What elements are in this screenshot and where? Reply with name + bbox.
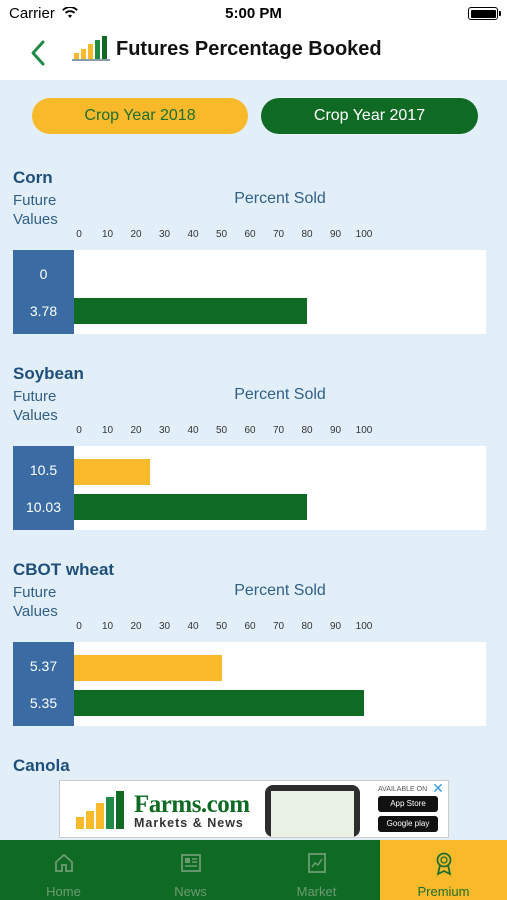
tick-label: 70 [272, 621, 285, 632]
tick-label: 10 [101, 621, 114, 632]
future-values-label: Future [13, 584, 57, 601]
farms-logo-icon [74, 789, 130, 836]
wifi-icon [62, 6, 78, 24]
ad-tagline: Markets & News [134, 816, 244, 830]
chevron-left-icon [31, 40, 45, 66]
crop-name: Soybean [13, 364, 84, 383]
carrier-label: Carrier [9, 5, 55, 22]
tick-label: 80 [301, 229, 313, 240]
tick-label: 40 [187, 229, 199, 240]
crop-year-2017-button[interactable]: Crop Year 2017 [261, 98, 478, 134]
bar-previous-year [74, 494, 307, 520]
tab-bar: Home News Market Premium [0, 840, 507, 900]
percent-sold-label: Percent Sold [234, 190, 326, 207]
status-bar: Carrier 5:00 PM [0, 0, 507, 28]
tick-label: 100 [355, 229, 373, 240]
bar-chart-icon [72, 34, 110, 67]
tab-news[interactable]: News [127, 840, 254, 900]
future-values-label: Future [13, 388, 57, 405]
future-value-2: 3.78 [29, 303, 58, 319]
bar-previous-year [74, 298, 307, 324]
ad-available-label: AVAILABLE ON [378, 786, 428, 793]
ad-banner[interactable]: Farms.com Markets & News AVAILABLE ON Ap… [59, 780, 449, 838]
tick-label: 90 [329, 229, 342, 240]
tab-market-label: Market [296, 884, 337, 899]
tick-label: 80 [301, 425, 313, 436]
percent-sold-label: Percent Sold [234, 386, 326, 403]
tick-label: 60 [244, 425, 256, 436]
nav-bar: Futures Percentage Booked [0, 28, 507, 80]
tick-label: 0 [76, 229, 82, 240]
tick-label: 0 [76, 621, 82, 632]
future-value-1: 0 [39, 266, 48, 282]
tick-label: 50 [215, 621, 228, 632]
close-icon[interactable]: ✕ [432, 780, 444, 796]
future-values-label-2: Values [13, 211, 58, 228]
tick-label: 50 [215, 425, 228, 436]
tick-label: 60 [244, 621, 256, 632]
future-value-1: 5.37 [29, 658, 58, 674]
market-chart-icon [307, 853, 326, 873]
bar-previous-year [74, 690, 364, 716]
tick-label: 40 [187, 621, 199, 632]
phone-image [265, 785, 360, 837]
tick-label: 30 [158, 621, 171, 632]
tick-label: 30 [158, 425, 171, 436]
tab-home-label: Home [46, 884, 81, 899]
tab-premium[interactable]: Premium [380, 840, 507, 900]
tick-label: 20 [130, 621, 142, 632]
tick-label: 40 [187, 425, 199, 436]
bar-current-year [74, 655, 222, 681]
future-values-label-2: Values [13, 603, 58, 620]
tick-label: 70 [272, 229, 285, 240]
crop-name: CBOT wheat [13, 560, 115, 579]
tick-label: 70 [272, 425, 285, 436]
future-values-label-2: Values [13, 407, 58, 424]
tick-label: 90 [329, 621, 342, 632]
value-box [13, 250, 74, 334]
home-icon [54, 853, 73, 872]
tick-label: 90 [329, 425, 342, 436]
tick-label: 10 [101, 229, 114, 240]
tick-label: 20 [130, 425, 142, 436]
ad-brand: Farms.com [134, 791, 250, 818]
future-values-label: Future [13, 192, 57, 209]
crop-year-2018-button[interactable]: Crop Year 2018 [32, 98, 248, 134]
tick-label: 50 [215, 229, 228, 240]
tick-label: 100 [355, 425, 373, 436]
tick-label: 10 [101, 425, 114, 436]
tab-home[interactable]: Home [0, 840, 127, 900]
tick-label: 20 [130, 229, 142, 240]
future-value-2: 10.03 [25, 499, 62, 515]
future-value-1: 10.5 [29, 462, 58, 478]
tick-label: 60 [244, 229, 256, 240]
tick-label: 80 [301, 621, 313, 632]
value-box [13, 642, 74, 726]
back-button[interactable] [22, 36, 56, 70]
tick-label: 0 [76, 425, 82, 436]
crop-name: Canola [13, 756, 70, 775]
tick-label: 30 [158, 229, 171, 240]
page-title: Futures Percentage Booked [116, 38, 382, 60]
crop-name: Corn [13, 168, 53, 187]
google-play-badge[interactable]: Google play [378, 816, 438, 832]
value-box [13, 446, 74, 530]
battery-icon [468, 7, 501, 20]
tab-premium-label: Premium [417, 884, 470, 899]
tick-label: 100 [355, 621, 373, 632]
future-value-2: 5.35 [29, 695, 58, 711]
percent-sold-label: Percent Sold [234, 582, 326, 599]
bar-current-year [74, 459, 151, 485]
newspaper-icon [180, 854, 201, 872]
app-store-badge[interactable]: App Store [378, 796, 438, 812]
award-ribbon-icon [436, 852, 451, 876]
tab-news-label: News [174, 884, 207, 899]
tab-market[interactable]: Market [253, 840, 380, 900]
status-time: 5:00 PM [225, 5, 282, 22]
